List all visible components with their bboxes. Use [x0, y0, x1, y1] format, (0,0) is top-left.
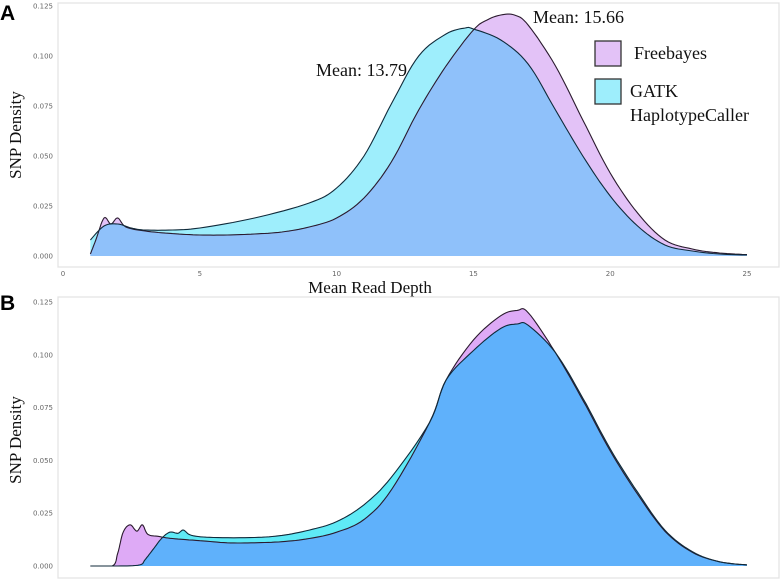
x-tick-label: 20 [606, 270, 615, 278]
legend-label-gatk-line2: HaplotypeCaller [630, 105, 749, 125]
panel-label-b: B [0, 292, 15, 315]
panel-a-plot: 0.000 0.025 0.050 0.075 0.100 0.125 0 5 10 15 20 25 [33, 3, 752, 279]
y-tick-label: 0.100 [33, 53, 53, 61]
y-tick-label: 0.025 [33, 510, 53, 518]
panel-b-frame [57, 296, 780, 579]
legend-swatch-freebayes [594, 40, 622, 67]
y-tick-label: 0.000 [33, 253, 53, 261]
panel-a-y-axis-label: SNP Density [6, 91, 25, 179]
legend-label-gatk-line1: GATK [630, 81, 678, 101]
annotation-mean-freebayes: Mean: 15.66 [533, 7, 624, 27]
density-overlap-area [90, 29, 747, 257]
y-tick-label: 0.050 [33, 153, 53, 161]
x-tick-label: 15 [469, 270, 478, 278]
x-tick-label: 0 [61, 270, 65, 278]
density-line-freebayes [89, 13, 748, 256]
y-tick-label: 0.125 [33, 299, 53, 307]
x-axis-label: Mean Read Depth [308, 278, 432, 297]
x-tick-label: 5 [198, 270, 202, 278]
panel-label-a: A [0, 2, 15, 25]
density-line-freebayes [90, 308, 748, 567]
y-tick-label: 0.025 [33, 203, 53, 211]
x-tick-label: 25 [743, 270, 752, 278]
legend-swatch-gatk [594, 78, 622, 105]
y-tick-label: 0.000 [33, 563, 53, 571]
panel-b-y-axis-label: SNP Density [6, 396, 25, 484]
legend-label-freebayes: Freebayes [634, 43, 707, 63]
panel-b-plot: 0.000 0.025 0.050 0.075 0.100 0.125 [33, 299, 748, 571]
density-line-gatk [89, 26, 748, 256]
y-tick-label: 0.100 [33, 351, 53, 359]
y-tick-label: 0.075 [33, 103, 53, 111]
panel-a-frame [57, 2, 780, 268]
annotation-mean-gatk: Mean: 13.79 [316, 60, 407, 80]
legend: Freebayes GATK HaplotypeCaller [594, 40, 749, 125]
x-tick-label: 10 [332, 270, 341, 278]
y-tick-label: 0.050 [33, 457, 53, 465]
y-tick-label: 0.125 [33, 3, 53, 11]
y-tick-label: 0.075 [33, 404, 53, 412]
density-line-gatk [90, 322, 748, 567]
